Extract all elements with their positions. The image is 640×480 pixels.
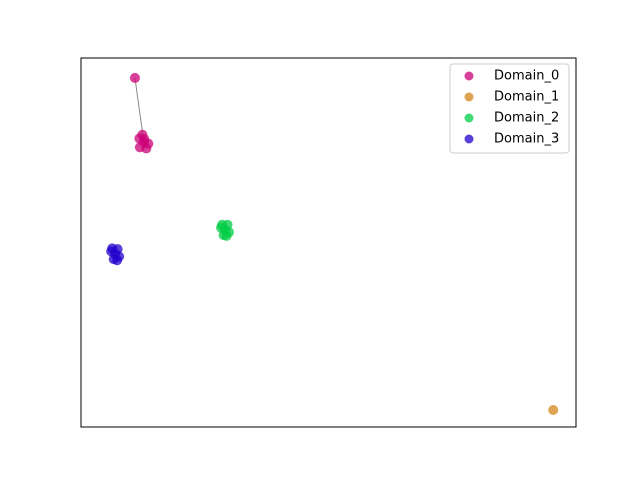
legend-label: Domain_1	[494, 90, 559, 105]
points	[106, 72, 559, 416]
legend-marker	[464, 92, 474, 102]
point	[221, 230, 232, 241]
point	[134, 142, 145, 153]
legend-marker	[464, 71, 474, 81]
point	[129, 72, 140, 83]
point	[548, 405, 559, 416]
point	[139, 134, 150, 145]
legend-marker	[464, 113, 474, 123]
legend-marker	[464, 134, 474, 144]
plot-frame	[80, 57, 577, 428]
legend-label: Domain_2	[494, 111, 559, 126]
legend-label: Domain_0	[494, 69, 559, 84]
legend-label: Domain_3	[494, 132, 559, 147]
point	[107, 243, 118, 254]
legend-box	[449, 63, 570, 154]
point	[217, 219, 228, 230]
point	[112, 255, 123, 266]
legend: Domain_0 Domain_1 Domain_2 Domain_3	[449, 63, 570, 154]
